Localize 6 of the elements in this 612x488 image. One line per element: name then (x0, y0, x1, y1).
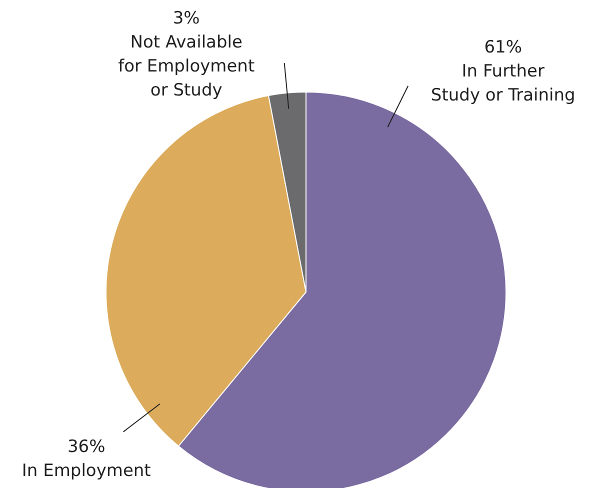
slice-label: In Further Study or Training (430, 61, 576, 106)
data-label: 61% (484, 37, 522, 58)
slice-label: Not Available for Employment or Study (118, 32, 255, 100)
data-label: 3% (172, 8, 200, 28)
data-label: 36% (67, 437, 106, 458)
slice-label: In Employment (22, 461, 152, 482)
